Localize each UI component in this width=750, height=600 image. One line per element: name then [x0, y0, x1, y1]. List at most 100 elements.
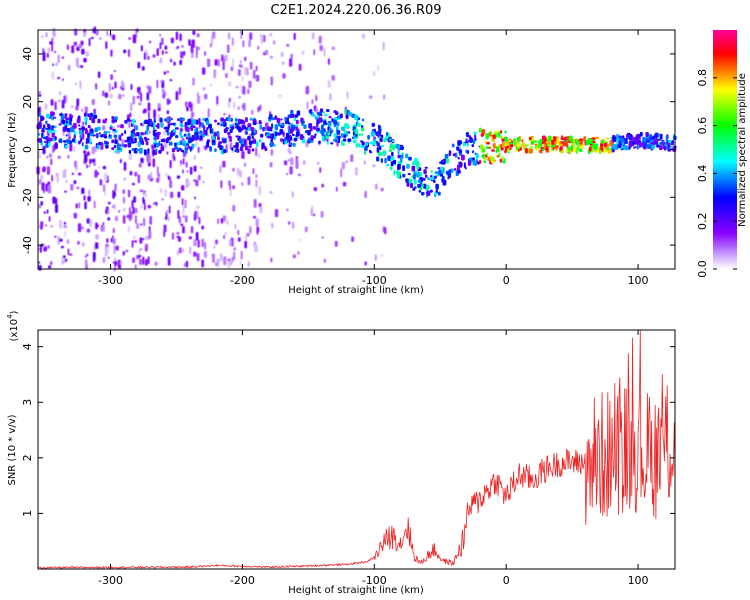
spectrogram-ridge-cell: [114, 119, 118, 123]
spectrogram-cell: [185, 161, 188, 168]
spectrogram-cell: [288, 221, 291, 225]
spectrogram-ridge-cell: [490, 160, 495, 164]
spectrogram-ridge-cell: [428, 178, 431, 181]
spectrogram-ridge-cell: [51, 132, 55, 138]
spectrogram-cell: [189, 104, 192, 108]
spectrogram-ridge-cell: [486, 141, 490, 145]
spectrogram-cell: [142, 237, 145, 241]
x-tick-label: -300: [98, 274, 123, 287]
spectrogram-ridge-cell: [124, 130, 127, 135]
spectrogram-ridge-cell: [467, 139, 471, 143]
spectrogram-ridge-cell: [227, 118, 232, 121]
spectrogram-ridge-cell: [471, 150, 475, 154]
spectrogram-ridge-cell: [607, 149, 612, 154]
spectrogram-ridge-cell: [501, 138, 505, 142]
spectrogram-ridge-cell: [105, 144, 109, 149]
spectrogram-ridge-cell: [220, 123, 224, 127]
spectrogram-cell: [140, 45, 143, 52]
spectrogram-ridge-cell: [543, 143, 547, 149]
spectrogram-cell: [137, 61, 141, 69]
spectrogram-cell: [180, 185, 185, 191]
spectrogram-ridge-cell: [78, 129, 83, 135]
spectrogram-cell: [223, 113, 226, 116]
spectrogram-ridge-cell: [176, 142, 181, 146]
spectrogram-ridge-cell: [378, 145, 382, 151]
spectrogram-ridge: [36, 108, 677, 198]
spectrogram-ridge-cell: [172, 128, 176, 133]
spectrogram-cell: [62, 78, 64, 81]
spectrogram-cell: [247, 88, 250, 95]
spectrogram-ridge-cell: [168, 141, 173, 146]
spectrogram-ridge-cell: [280, 138, 284, 142]
spectrogram-ridge-cell: [363, 150, 367, 155]
spectrogram-ridge-cell: [277, 122, 281, 127]
spectrogram-ridge-cell: [88, 114, 92, 121]
spectrogram-ridge-cell: [38, 137, 42, 143]
spectrogram-cell: [38, 265, 42, 271]
spectrogram-cell: [136, 95, 140, 99]
spectrogram-ridge-cell: [437, 167, 441, 170]
spectrogram-ridge-cell: [184, 125, 188, 130]
spectrogram-cell: [260, 35, 264, 44]
spectrogram-ridge-cell: [649, 142, 654, 145]
spectrogram-cell: [64, 230, 66, 238]
spectrogram-ridge-cell: [111, 139, 115, 144]
spectrogram-cell: [147, 256, 150, 265]
spectrogram-ridge-cell: [458, 149, 463, 154]
spectrogram-ridge-cell: [457, 140, 461, 146]
spectrogram-ridge-cell: [412, 174, 416, 180]
spectrogram-ridge-cell: [591, 137, 596, 141]
spectrogram-ridge-cell: [346, 124, 350, 129]
spectrogram-ridge-cell: [225, 117, 229, 122]
spectrogram-ridge-cell: [488, 146, 492, 149]
spectrogram-ridge-cell: [516, 142, 521, 148]
spectrogram-ridge-cell: [376, 146, 380, 153]
spectrogram-ridge-cell: [89, 132, 93, 137]
spectrogram-ridge-cell: [147, 148, 150, 154]
spectrogram-cell: [217, 59, 220, 67]
spectrogram-ridge-cell: [192, 125, 196, 129]
spectrogram-cell: [57, 155, 61, 159]
spectrogram-cell: [64, 190, 67, 193]
spectrogram-cell: [86, 151, 90, 156]
spectrogram-cell: [46, 166, 51, 175]
spectrogram-ridge-cell: [457, 156, 460, 160]
spectrogram-cell: [204, 93, 208, 100]
spectrogram-ridge-cell: [498, 135, 503, 139]
spectrogram-cell: [382, 41, 385, 51]
spectrogram-ridge-cell: [421, 183, 424, 188]
spectrogram-cell: [107, 256, 110, 259]
spectrogram-cell: [256, 122, 259, 125]
spectrogram-cell: [257, 45, 260, 50]
spectrogram-cell: [233, 251, 236, 260]
spectrogram-ridge-cell: [89, 128, 94, 134]
spectrogram-cell: [160, 79, 163, 83]
spectrogram-cell: [82, 121, 85, 126]
spectrogram-ridge-cell: [293, 117, 297, 122]
spectrogram-cell: [196, 46, 198, 55]
spectrogram-ridge-cell: [285, 132, 290, 139]
spectrogram-cell: [223, 256, 227, 265]
spectrogram-ridge-cell: [312, 126, 317, 130]
spectrogram-ridge-cell: [205, 120, 210, 126]
spectrogram-cell: [241, 76, 244, 82]
spectrogram-cell: [47, 245, 50, 249]
spectrogram-cell: [249, 61, 253, 70]
spectrogram-cell: [40, 221, 44, 228]
spectrogram-cell: [224, 72, 228, 78]
spectrogram-cell: [196, 211, 199, 220]
spectrogram-cell: [48, 265, 52, 269]
spectrogram-cell: [182, 169, 184, 174]
spectrogram-cell: [177, 191, 181, 198]
spectrogram-cell: [179, 160, 183, 165]
spectrogram-ridge-cell: [128, 144, 131, 147]
spectrogram-cell: [125, 249, 129, 253]
spectrogram-cell: [173, 61, 176, 66]
spectrogram-cell: [214, 59, 218, 66]
spectrogram-ridge-cell: [223, 149, 227, 154]
spectrogram-ridge-cell: [79, 134, 82, 138]
x-tick-label: -200: [230, 574, 255, 587]
spectrogram-cell: [66, 44, 69, 50]
spectrogram-cell: [223, 234, 225, 239]
spectrogram-ridge-cell: [396, 173, 401, 178]
